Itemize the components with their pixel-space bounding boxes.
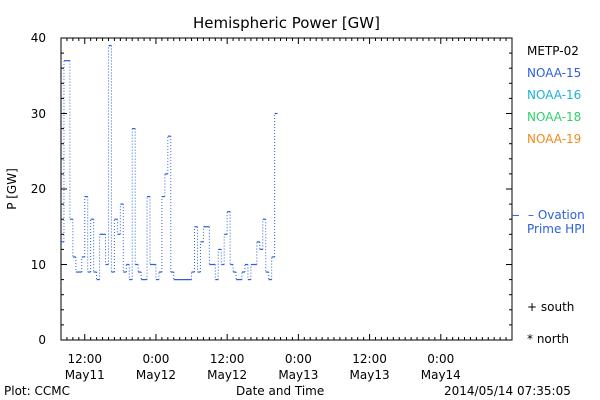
x-tick-time-label: 0:00 (142, 352, 170, 366)
plot-frame (60, 37, 513, 341)
y-tick-label: 30 (30, 106, 46, 121)
x-tick-time-label: 0:00 (427, 352, 455, 366)
legend-item: NOAA-18 (527, 110, 582, 124)
y-tick-label: 10 (30, 257, 46, 272)
y-tick-label: 0 (38, 333, 46, 347)
x-tick-date-label: May13 (278, 368, 319, 382)
x-tick-date-label: May11 (64, 368, 105, 382)
legend-item: NOAA-15 (527, 66, 582, 80)
x-tick-time-label: 12:00 (352, 352, 387, 366)
ovation-label-line2: Prime HPI (527, 222, 585, 236)
y-axis-label: P [GW] (5, 168, 19, 210)
footer-timestamp: 2014/05/14 07:35:05 (444, 384, 571, 398)
south-marker-note: + south (527, 300, 575, 314)
north-marker-note: * north (527, 332, 570, 346)
x-tick-date-label: May14 (420, 368, 461, 382)
y-tick-label: 40 (30, 31, 46, 45)
footer-credit: Plot: CCMC (4, 384, 70, 398)
x-tick-date-label: May12 (207, 368, 248, 382)
ovation-label-line1: – Ovation (528, 208, 585, 222)
x-axis-label: Date and Time (236, 384, 325, 398)
legend-item: NOAA-19 (527, 132, 582, 146)
legend-item: NOAA-16 (527, 88, 582, 102)
y-tick-label: 20 (30, 182, 46, 196)
x-tick-time-label: 12:00 (209, 352, 245, 366)
chart-title: Hemispheric Power [GW] (193, 14, 380, 32)
x-tick-date-label: May13 (349, 368, 390, 382)
x-tick-time-label: 0:00 (284, 352, 312, 366)
x-tick-date-label: May12 (135, 368, 176, 382)
x-tick-time-label: 12:00 (67, 352, 103, 366)
legend-item: METP-02 (527, 44, 579, 58)
